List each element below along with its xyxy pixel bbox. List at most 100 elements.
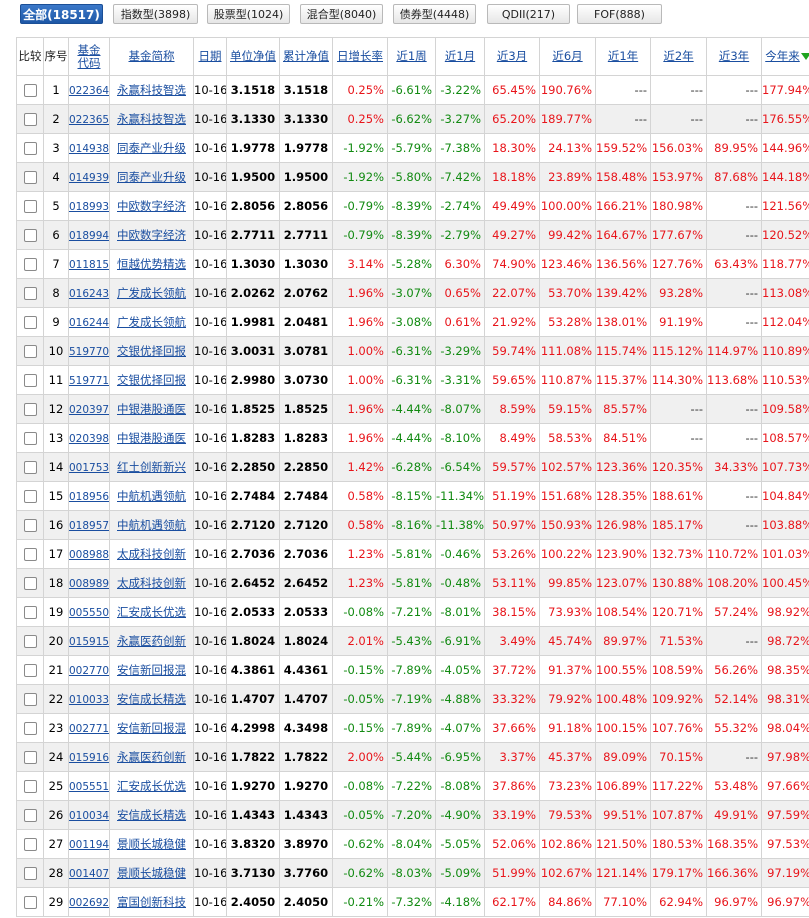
tab-index[interactable]: 指数型(3898) [113, 4, 198, 24]
fund-name-link[interactable]: 安信成长精选 [117, 808, 186, 822]
col-3y-header[interactable]: 近3年 [706, 37, 762, 76]
fund-code-link[interactable]: 008988 [69, 549, 110, 561]
fund-code-link[interactable]: 008989 [69, 578, 110, 590]
fund-code-link[interactable]: 018994 [69, 230, 110, 242]
fund-code-link[interactable]: 016244 [69, 317, 110, 329]
fund-name-link[interactable]: 中航机遇领航 [117, 518, 186, 532]
compare-checkbox[interactable] [23, 229, 37, 242]
fund-code-link[interactable]: 001407 [69, 868, 110, 880]
fund-name-link[interactable]: 永赢科技智选 [117, 83, 186, 97]
fund-name-link[interactable]: 永赢医药创新 [117, 634, 186, 648]
fund-name-link[interactable]: 汇安成长优选 [117, 779, 186, 793]
col-6m-header[interactable]: 近6月 [539, 37, 596, 76]
compare-checkbox[interactable] [23, 896, 37, 909]
fund-name-link[interactable]: 中航机遇领航 [117, 489, 186, 503]
fund-code-link[interactable]: 002692 [69, 897, 110, 909]
fund-code-link[interactable]: 016243 [69, 288, 110, 300]
compare-checkbox[interactable] [23, 316, 37, 329]
fund-code-link[interactable]: 022364 [69, 85, 110, 97]
fund-code-link[interactable]: 519770 [69, 346, 110, 358]
fund-code-link[interactable]: 519771 [69, 375, 110, 387]
fund-name-link[interactable]: 景顺长城稳健 [117, 837, 186, 851]
compare-checkbox[interactable] [23, 461, 37, 474]
compare-checkbox[interactable] [23, 780, 37, 793]
compare-checkbox[interactable] [23, 84, 37, 97]
fund-name-link[interactable]: 交银优择回报 [117, 373, 186, 387]
col-3m-header[interactable]: 近3月 [484, 37, 540, 76]
compare-checkbox[interactable] [23, 519, 37, 532]
col-code-header[interactable]: 基金代码 [68, 37, 110, 76]
col-2y-header[interactable]: 近2年 [650, 37, 707, 76]
col-1m-header[interactable]: 近1月 [435, 37, 485, 76]
fund-code-link[interactable]: 018956 [69, 491, 110, 503]
col-ytd-header[interactable]: 今年来 [761, 37, 809, 76]
col-1y-header[interactable]: 近1年 [595, 37, 651, 76]
fund-name-link[interactable]: 景顺长城稳健 [117, 866, 186, 880]
tab-all[interactable]: 全部(18517) [20, 4, 103, 24]
col-daily-header[interactable]: 日增长率 [332, 37, 388, 76]
fund-name-link[interactable]: 中欧数字经济 [117, 228, 186, 242]
fund-code-link[interactable]: 002771 [69, 723, 110, 735]
fund-code-link[interactable]: 011815 [69, 259, 110, 271]
fund-name-link[interactable]: 广发成长领航 [117, 315, 186, 329]
fund-name-link[interactable]: 同泰产业升级 [117, 141, 186, 155]
fund-name-link[interactable]: 恒越优势精选 [117, 257, 186, 271]
fund-name-link[interactable]: 广发成长领航 [117, 286, 186, 300]
compare-checkbox[interactable] [23, 200, 37, 213]
fund-code-link[interactable]: 020398 [69, 433, 110, 445]
fund-code-link[interactable]: 018993 [69, 201, 110, 213]
col-date-header[interactable]: 日期 [193, 37, 227, 76]
fund-name-link[interactable]: 交银优择回报 [117, 344, 186, 358]
compare-checkbox[interactable] [23, 345, 37, 358]
compare-checkbox[interactable] [23, 171, 37, 184]
tab-hybrid[interactable]: 混合型(8040) [300, 4, 383, 24]
fund-name-link[interactable]: 安信成长精选 [117, 692, 186, 706]
compare-checkbox[interactable] [23, 664, 37, 677]
tab-bond[interactable]: 债券型(4448) [393, 4, 476, 24]
fund-name-link[interactable]: 永赢科技智选 [117, 112, 186, 126]
compare-checkbox[interactable] [23, 722, 37, 735]
tab-fof[interactable]: FOF(888) [577, 4, 662, 24]
compare-checkbox[interactable] [23, 142, 37, 155]
fund-code-link[interactable]: 014938 [69, 143, 110, 155]
compare-checkbox[interactable] [23, 113, 37, 126]
compare-checkbox[interactable] [23, 490, 37, 503]
fund-code-link[interactable]: 005550 [69, 607, 110, 619]
fund-name-link[interactable]: 中银港股通医 [117, 431, 186, 445]
fund-name-link[interactable]: 太成科技创新 [117, 576, 186, 590]
fund-code-link[interactable]: 020397 [69, 404, 110, 416]
fund-code-link[interactable]: 014939 [69, 172, 110, 184]
compare-checkbox[interactable] [23, 258, 37, 271]
compare-checkbox[interactable] [23, 867, 37, 880]
fund-code-link[interactable]: 002770 [69, 665, 110, 677]
col-nav-header[interactable]: 单位净值 [226, 37, 280, 76]
fund-name-link[interactable]: 同泰产业升级 [117, 170, 186, 184]
compare-checkbox[interactable] [23, 403, 37, 416]
fund-code-link[interactable]: 015916 [69, 752, 110, 764]
compare-checkbox[interactable] [23, 693, 37, 706]
fund-code-link[interactable]: 018957 [69, 520, 110, 532]
tab-stock[interactable]: 股票型(1024) [207, 4, 290, 24]
compare-checkbox[interactable] [23, 838, 37, 851]
tab-qdii[interactable]: QDII(217) [487, 4, 570, 24]
fund-code-link[interactable]: 015915 [69, 636, 110, 648]
compare-checkbox[interactable] [23, 374, 37, 387]
col-acc-nav-header[interactable]: 累计净值 [279, 37, 333, 76]
fund-name-link[interactable]: 太成科技创新 [117, 547, 186, 561]
fund-name-link[interactable]: 汇安成长优选 [117, 605, 186, 619]
fund-name-link[interactable]: 永赢医药创新 [117, 750, 186, 764]
compare-checkbox[interactable] [23, 287, 37, 300]
fund-name-link[interactable]: 富国创新科技 [117, 895, 186, 909]
fund-code-link[interactable]: 001753 [69, 462, 110, 474]
fund-code-link[interactable]: 010034 [69, 810, 110, 822]
fund-code-link[interactable]: 001194 [69, 839, 110, 851]
col-name-header[interactable]: 基金简称 [109, 37, 194, 76]
compare-checkbox[interactable] [23, 548, 37, 561]
fund-code-link[interactable]: 005551 [69, 781, 110, 793]
fund-code-link[interactable]: 022365 [69, 114, 110, 126]
compare-checkbox[interactable] [23, 635, 37, 648]
fund-name-link[interactable]: 红土创新新兴 [117, 460, 186, 474]
compare-checkbox[interactable] [23, 606, 37, 619]
fund-code-link[interactable]: 010033 [69, 694, 110, 706]
compare-checkbox[interactable] [23, 432, 37, 445]
